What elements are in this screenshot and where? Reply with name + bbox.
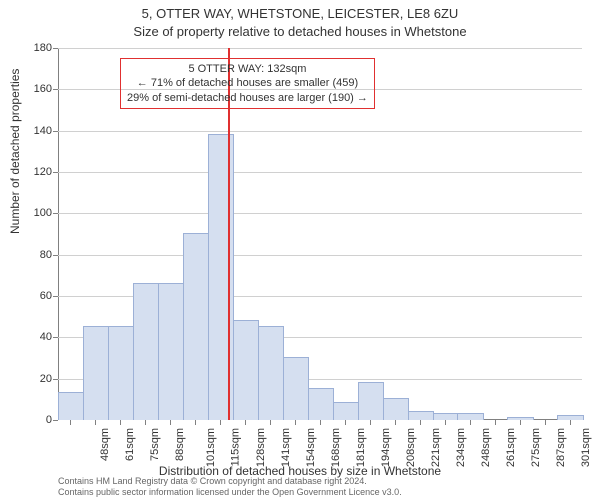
bar	[133, 283, 159, 420]
y-axis-line	[58, 48, 59, 420]
bar	[258, 326, 284, 420]
x-tick-label: 75sqm	[149, 428, 161, 461]
y-tick-mark	[53, 420, 58, 421]
bar	[108, 326, 134, 420]
annotation-box: 5 OTTER WAY: 132sqm← 71% of detached hou…	[120, 58, 375, 109]
annotation-line1: 5 OTTER WAY: 132sqm	[127, 62, 368, 76]
x-tick-label: 301sqm	[580, 428, 592, 467]
x-tick-label: 115sqm	[230, 428, 242, 466]
gridline	[58, 172, 582, 173]
chart-title: 5, OTTER WAY, WHETSTONE, LEICESTER, LE8 …	[0, 6, 600, 21]
bar	[308, 388, 334, 420]
chart-container: 5, OTTER WAY, WHETSTONE, LEICESTER, LE8 …	[0, 0, 600, 500]
x-tick-label: 194sqm	[380, 428, 392, 467]
x-tick-mark	[295, 420, 296, 425]
x-tick-mark	[70, 420, 71, 425]
x-tick-mark	[245, 420, 246, 425]
chart-subtitle: Size of property relative to detached ho…	[0, 24, 600, 39]
x-tick-mark	[395, 420, 396, 425]
x-tick-label: 101sqm	[205, 428, 217, 467]
x-tick-label: 128sqm	[255, 428, 267, 467]
y-tick-label: 180	[12, 42, 52, 54]
y-tick-label: 60	[12, 290, 52, 302]
bar	[283, 357, 309, 420]
bar	[408, 411, 434, 420]
x-tick-mark	[545, 420, 546, 425]
x-tick-mark	[120, 420, 121, 425]
x-tick-mark	[95, 420, 96, 425]
y-tick-label: 40	[12, 331, 52, 343]
credits-line1: Contains HM Land Registry data © Crown c…	[58, 476, 402, 487]
y-tick-mark	[53, 48, 58, 49]
y-tick-mark	[53, 255, 58, 256]
gridline	[58, 48, 582, 49]
x-tick-label: 48sqm	[100, 428, 112, 461]
y-tick-label: 80	[12, 249, 52, 261]
x-tick-label: 221sqm	[430, 428, 442, 467]
x-tick-label: 208sqm	[405, 428, 417, 467]
x-tick-mark	[520, 420, 521, 425]
x-tick-label: 168sqm	[330, 428, 342, 467]
bar	[233, 320, 259, 420]
x-tick-label: 141sqm	[280, 428, 292, 467]
bar	[507, 417, 533, 420]
x-tick-mark	[470, 420, 471, 425]
bar	[183, 233, 209, 420]
annotation-line2: ← 71% of detached houses are smaller (45…	[127, 76, 368, 90]
y-tick-mark	[53, 131, 58, 132]
x-tick-mark	[220, 420, 221, 425]
x-tick-label: 248sqm	[480, 428, 492, 467]
x-tick-mark	[270, 420, 271, 425]
bar	[358, 382, 384, 420]
bar	[208, 134, 234, 420]
x-tick-mark	[570, 420, 571, 425]
x-tick-label: 275sqm	[530, 428, 542, 467]
bar	[457, 413, 483, 420]
x-tick-label: 234sqm	[455, 428, 467, 467]
y-tick-label: 140	[12, 125, 52, 137]
y-tick-mark	[53, 296, 58, 297]
y-tick-label: 160	[12, 83, 52, 95]
bar	[557, 415, 583, 420]
y-tick-mark	[53, 89, 58, 90]
x-tick-label: 287sqm	[555, 428, 567, 467]
x-tick-label: 154sqm	[305, 428, 317, 467]
y-tick-mark	[53, 379, 58, 380]
y-tick-label: 20	[12, 373, 52, 385]
x-tick-mark	[445, 420, 446, 425]
x-tick-mark	[345, 420, 346, 425]
y-tick-mark	[53, 213, 58, 214]
credits: Contains HM Land Registry data © Crown c…	[58, 476, 402, 498]
bar	[383, 398, 409, 420]
x-tick-mark	[195, 420, 196, 425]
x-tick-mark	[420, 420, 421, 425]
bar	[58, 392, 84, 420]
x-tick-mark	[495, 420, 496, 425]
x-tick-mark	[320, 420, 321, 425]
gridline	[58, 255, 582, 256]
bar	[433, 413, 459, 420]
bar	[83, 326, 109, 420]
x-tick-mark	[170, 420, 171, 425]
x-tick-mark	[370, 420, 371, 425]
x-tick-label: 261sqm	[505, 428, 517, 467]
y-tick-label: 100	[12, 207, 52, 219]
x-tick-label: 61sqm	[124, 428, 136, 461]
gridline	[58, 131, 582, 132]
x-tick-label: 181sqm	[355, 428, 367, 467]
y-tick-mark	[53, 337, 58, 338]
annotation-line3: 29% of semi-detached houses are larger (…	[127, 91, 368, 105]
y-tick-label: 0	[12, 414, 52, 426]
y-tick-label: 120	[12, 166, 52, 178]
credits-line2: Contains public sector information licen…	[58, 487, 402, 498]
bar	[333, 402, 359, 420]
x-tick-label: 88sqm	[174, 428, 186, 461]
gridline	[58, 213, 582, 214]
y-tick-mark	[53, 172, 58, 173]
x-tick-mark	[145, 420, 146, 425]
bar	[158, 283, 184, 420]
